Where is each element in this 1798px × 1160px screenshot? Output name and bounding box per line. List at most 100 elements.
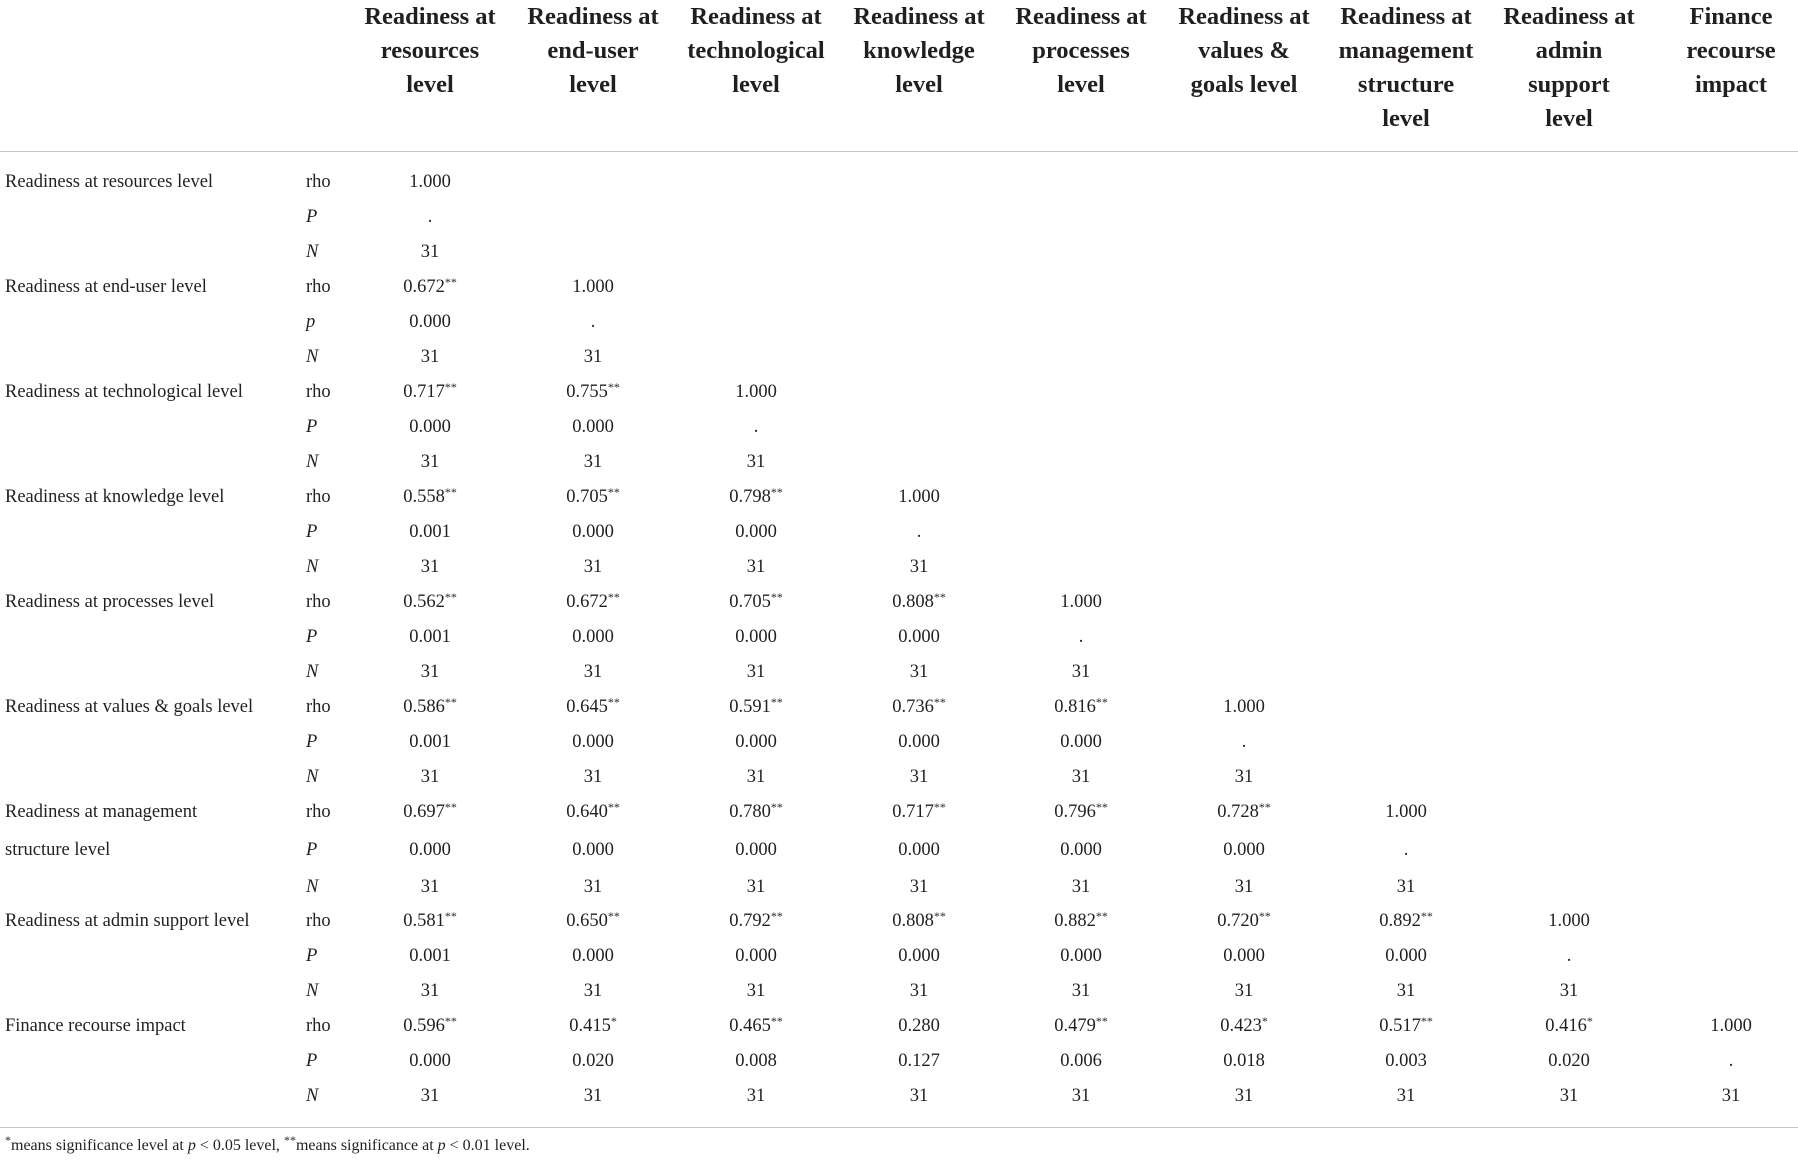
n-value: 31 [420, 981, 440, 1001]
row-label: structure level [5, 840, 111, 860]
rho-number: 0.697 [403, 802, 445, 822]
stat-n: N [306, 452, 319, 472]
rho-number: 0.640 [566, 802, 608, 822]
rho-value: 0.640** [518, 795, 668, 829]
p-value: . [1403, 840, 1409, 860]
p-value: 0.008 [735, 1051, 777, 1071]
significance-marker: ** [444, 909, 457, 923]
column-header-line: Readiness at [690, 3, 822, 30]
p-value: 0.000 [1223, 946, 1265, 966]
n-value: 31 [583, 877, 603, 897]
p-value: 0.000 [1385, 946, 1427, 966]
column-header-line: impact [1694, 71, 1768, 98]
row-label: Readiness at knowledge level [5, 487, 225, 507]
rho-value: 1.000 [681, 375, 831, 409]
row-label: Readiness at management [5, 802, 198, 822]
significance-marker: ** [770, 485, 783, 499]
column-header-line: resources [380, 37, 480, 64]
significance-marker: ** [1258, 800, 1271, 814]
stat-rho: rho [306, 172, 331, 192]
row-label: Readiness at admin support level [5, 911, 250, 931]
rho-number: 0.705 [566, 487, 608, 507]
rho-value: 1.000 [518, 270, 668, 304]
p-value: 0.000 [409, 312, 451, 332]
p-value: 0.000 [898, 732, 940, 752]
rho-value: 0.728** [1169, 795, 1319, 829]
n-value: 31 [909, 981, 929, 1001]
column-header-line: values & [1198, 37, 1290, 64]
stat-n: N [306, 242, 319, 262]
n-value: 31 [909, 1086, 929, 1106]
rho-number: 0.892 [1379, 911, 1421, 931]
n-value: 31 [583, 347, 603, 367]
p-value: 0.000 [735, 627, 777, 647]
p-value: 0.000 [409, 417, 451, 437]
significance-marker: ** [444, 1014, 457, 1028]
p-value: 0.000 [898, 946, 940, 966]
rho-value: 0.717** [355, 375, 505, 409]
n-value: 31 [746, 557, 766, 577]
p-value: . [753, 417, 759, 437]
column-header-line: Readiness at [1015, 3, 1147, 30]
rho-value: 0.416* [1494, 1009, 1644, 1043]
rho-number: 0.465 [729, 1016, 771, 1036]
p-value: 0.000 [898, 627, 940, 647]
significance-marker: ** [1420, 909, 1433, 923]
rho-number: 0.796 [1054, 802, 1096, 822]
p-value: 0.020 [572, 1051, 614, 1071]
rho-value: 0.517** [1331, 1009, 1481, 1043]
n-value: 31 [420, 557, 440, 577]
rho-number: 1.000 [572, 277, 614, 297]
n-value: 31 [1071, 662, 1091, 682]
column-header-line: knowledge [863, 37, 975, 64]
n-value: 31 [746, 981, 766, 1001]
stat-p: P [306, 207, 318, 227]
footnote-symbol: * [5, 1133, 11, 1147]
rho-number: 0.586 [403, 697, 445, 717]
column-header-line: level [1057, 71, 1105, 98]
n-value: 31 [420, 1086, 440, 1106]
p-value: 0.001 [409, 627, 451, 647]
column-header-line: level [1545, 105, 1593, 132]
column-header-line: structure [1357, 71, 1455, 98]
significance-marker: ** [1095, 1014, 1108, 1028]
significance-marker: ** [444, 485, 457, 499]
n-value: 31 [420, 452, 440, 472]
n-value: 31 [1071, 767, 1091, 787]
row-label: Readiness at processes level [5, 592, 215, 612]
n-value: 31 [1721, 1086, 1741, 1106]
p-value: 0.000 [572, 522, 614, 542]
stat-n: N [306, 662, 319, 682]
rho-value: 0.479** [1006, 1009, 1156, 1043]
column-header-line: level [569, 71, 617, 98]
rho-value: 0.816** [1006, 690, 1156, 724]
table-footnote: *means significance level at p < 0.05 le… [5, 1133, 530, 1154]
stat-rho: rho [306, 1016, 331, 1036]
rho-value: 0.672** [355, 270, 505, 304]
stat-rho: rho [306, 487, 331, 507]
column-header-line: level [1382, 105, 1430, 132]
n-value: 31 [1071, 1086, 1091, 1106]
column-header-line: Readiness at [1503, 3, 1635, 30]
significance-marker: ** [444, 590, 457, 604]
rho-number: 0.728 [1217, 802, 1259, 822]
rho-number: 0.558 [403, 487, 445, 507]
column-header-line: Readiness at [364, 3, 496, 30]
p-value: . [916, 522, 922, 542]
rho-value: 0.882** [1006, 904, 1156, 938]
p-value: 0.000 [572, 417, 614, 437]
rho-number: 0.720 [1217, 911, 1259, 931]
p-value: 0.006 [1060, 1051, 1102, 1071]
n-value: 31 [1234, 981, 1254, 1001]
significance-marker: ** [1095, 800, 1108, 814]
stat-rho: rho [306, 382, 331, 402]
column-header-line: end-user [547, 37, 639, 64]
column-header-line: Readiness at [1178, 3, 1310, 30]
n-value: 31 [1396, 981, 1416, 1001]
p-value: . [1728, 1051, 1734, 1071]
p-value: 0.000 [572, 732, 614, 752]
column-header: Finance recourse impact [1656, 0, 1798, 102]
rho-value: 0.792** [681, 904, 831, 938]
significance-marker: ** [770, 695, 783, 709]
stat-rho: rho [306, 911, 331, 931]
